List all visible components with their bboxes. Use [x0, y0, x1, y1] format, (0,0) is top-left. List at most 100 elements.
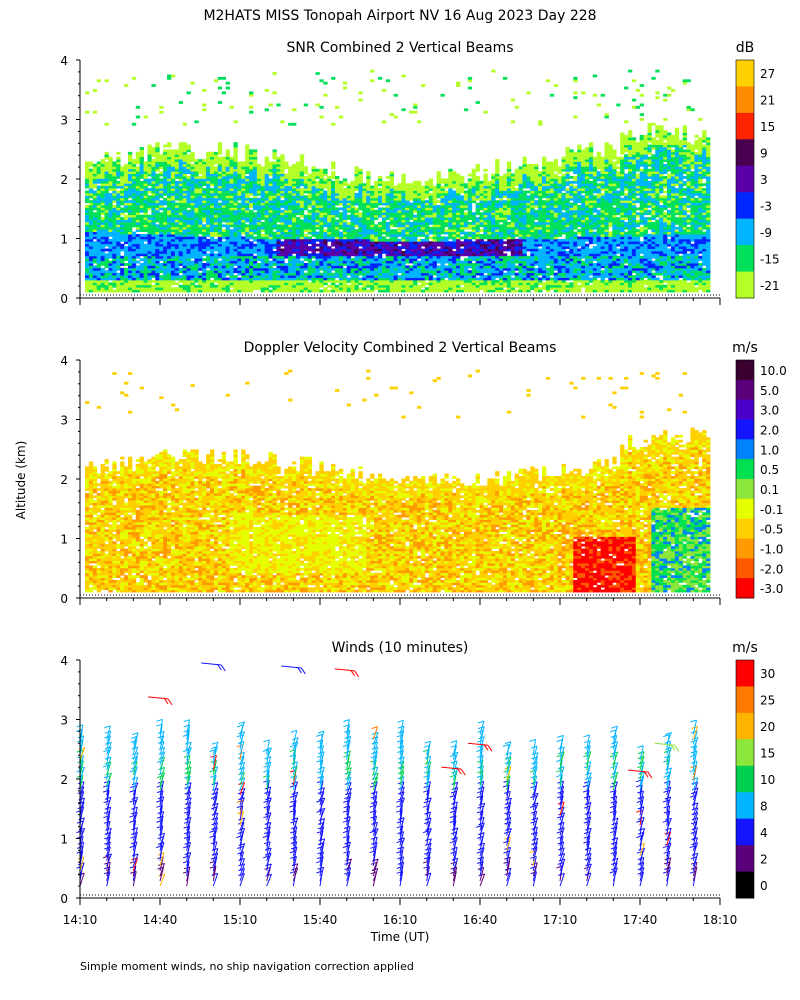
- snr-cell: [300, 198, 304, 201]
- snr-cell: [89, 195, 93, 198]
- snr-cell: [273, 164, 277, 167]
- snr-cell: [171, 246, 175, 249]
- snr-cell: [425, 203, 429, 206]
- snr-cell: [124, 278, 128, 281]
- snr-cell: [437, 186, 441, 189]
- snr-cell: [433, 210, 437, 213]
- snr-cell: [339, 268, 343, 271]
- snr-cell: [284, 290, 288, 293]
- snr-cell: [222, 246, 226, 249]
- snr-cell: [374, 183, 378, 186]
- snr-cell: [187, 183, 191, 186]
- snr-cell: [390, 200, 394, 203]
- snr-cell: [319, 282, 323, 285]
- snr-cell: [456, 282, 460, 285]
- snr-cell: [261, 178, 265, 181]
- snr-cell: [280, 256, 284, 259]
- snr-cell: [214, 232, 218, 235]
- snr-cell: [276, 234, 280, 237]
- snr-cell: [312, 181, 316, 184]
- snr-cell: [304, 282, 308, 285]
- snr-cell: [144, 193, 148, 196]
- snr-cell: [288, 193, 292, 196]
- snr-cell: [89, 246, 93, 249]
- snr-cell: [179, 227, 183, 230]
- snr-cell: [394, 205, 398, 208]
- snr-cell: [288, 290, 292, 293]
- snr-cell: [167, 203, 171, 206]
- snr-cell: [351, 265, 355, 268]
- snr-cell: [249, 205, 253, 208]
- snr-cell: [460, 205, 464, 208]
- snr-cell: [374, 280, 378, 283]
- snr-cell: [93, 198, 97, 201]
- snr-cell: [171, 210, 175, 213]
- snr-cell: [394, 239, 398, 242]
- snr-cell: [440, 227, 444, 230]
- snr-cell: [323, 265, 327, 268]
- snr-cell: [300, 207, 304, 210]
- snr-cell: [105, 157, 109, 160]
- snr-cell: [296, 232, 300, 235]
- snr-cell: [312, 282, 316, 285]
- snr-cell: [315, 171, 319, 174]
- snr-cell: [386, 200, 390, 203]
- snr-cell: [398, 203, 402, 206]
- snr-cell: [120, 222, 124, 225]
- snr-cell: [183, 145, 187, 148]
- snr-cell: [159, 166, 163, 169]
- snr-cell: [89, 162, 93, 165]
- snr-cell: [210, 236, 214, 239]
- snr-cell: [323, 195, 327, 198]
- snr-cell: [370, 270, 374, 273]
- snr-cell: [249, 183, 253, 186]
- snr-cell: [194, 227, 198, 230]
- snr-cell: [429, 205, 433, 208]
- snr-cell: [214, 224, 218, 227]
- snr-cell: [187, 261, 191, 264]
- snr-cell: [413, 249, 417, 252]
- snr-cell: [233, 171, 237, 174]
- snr-cell: [198, 287, 202, 290]
- snr-cell: [343, 236, 347, 239]
- snr-cell: [233, 181, 237, 184]
- snr-cell: [374, 287, 378, 290]
- snr-cell: [155, 210, 159, 213]
- snr-cell: [140, 186, 144, 189]
- snr-cell: [179, 258, 183, 261]
- snr-cell: [85, 275, 89, 278]
- snr-cell: [448, 188, 452, 191]
- snr-cell: [343, 87, 347, 90]
- snr-cell: [194, 198, 198, 201]
- snr-cell: [308, 256, 312, 259]
- snr-cell: [394, 195, 398, 198]
- snr-cell: [417, 280, 421, 283]
- snr-cell: [108, 181, 112, 184]
- snr-cell: [128, 174, 132, 177]
- snr-cell: [136, 188, 140, 191]
- snr-cell: [456, 220, 460, 223]
- snr-cell: [97, 241, 101, 244]
- snr-cell: [288, 227, 292, 230]
- snr-cell: [269, 181, 273, 184]
- snr-cell: [116, 268, 120, 271]
- snr-cell: [151, 198, 155, 201]
- snr-cell: [167, 224, 171, 227]
- snr-cell: [85, 220, 89, 223]
- snr-cell: [319, 290, 323, 293]
- snr-cell: [292, 188, 296, 191]
- snr-cell: [292, 200, 296, 203]
- snr-cell: [280, 183, 284, 186]
- snr-cell: [241, 282, 245, 285]
- snr-cell: [101, 188, 105, 191]
- snr-cell: [159, 164, 163, 167]
- snr-cell: [452, 205, 456, 208]
- snr-cell: [159, 268, 163, 271]
- snr-cell: [374, 200, 378, 203]
- snr-cell: [253, 278, 257, 281]
- snr-cell: [456, 188, 460, 191]
- snr-cell: [401, 275, 405, 278]
- snr-cell: [218, 253, 222, 256]
- snr-cell: [370, 222, 374, 225]
- snr-cell: [327, 290, 331, 293]
